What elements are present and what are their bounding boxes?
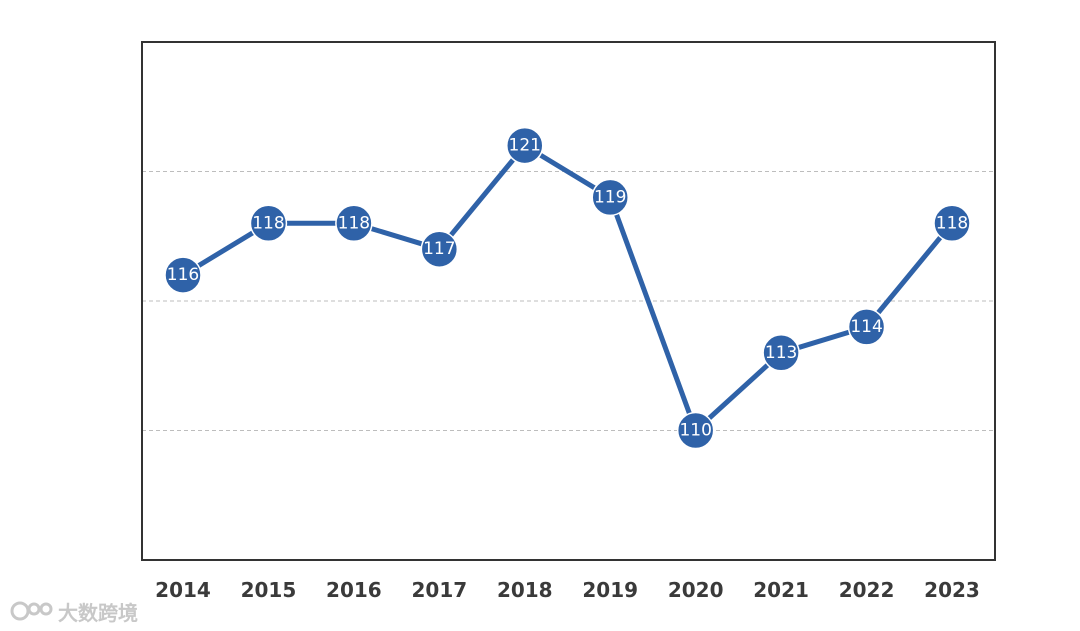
x-tick-label: 2016 xyxy=(326,578,382,602)
watermark-text: 大数跨境 xyxy=(58,600,138,625)
data-point xyxy=(591,178,629,217)
x-tick-label: 2021 xyxy=(753,578,809,602)
plot-frame xyxy=(141,41,996,561)
data-label: 110 xyxy=(679,421,711,441)
data-points: 116 118 118 117 121 119 110 113 114 118 xyxy=(164,126,971,450)
series-line xyxy=(180,143,955,433)
data-label: 117 xyxy=(423,239,455,259)
data-label: 121 xyxy=(509,136,541,156)
data-label: 114 xyxy=(850,317,882,337)
gridlines xyxy=(142,171,995,431)
data-label: 113 xyxy=(765,343,797,363)
data-point xyxy=(933,204,971,243)
data-point xyxy=(164,256,202,294)
x-tick-label: 2017 xyxy=(411,578,467,602)
data-label: 119 xyxy=(594,187,626,207)
data-label: 118 xyxy=(338,213,370,233)
data-point xyxy=(420,230,459,268)
data-point xyxy=(249,204,288,243)
data-label: 116 xyxy=(167,265,199,285)
data-point xyxy=(847,308,886,346)
x-tick-label: 2015 xyxy=(241,578,297,602)
x-tick-label: 2014 xyxy=(155,578,211,602)
x-tick-label: 2019 xyxy=(582,578,638,602)
data-point xyxy=(506,126,544,165)
x-tick-label: 2022 xyxy=(839,578,895,602)
x-tick-label: 2018 xyxy=(497,578,553,602)
data-label: 118 xyxy=(252,213,284,233)
data-point xyxy=(676,411,715,450)
watermark: 大数跨境 xyxy=(10,597,138,625)
x-tick-label: 2020 xyxy=(668,578,724,602)
x-tick-label: 2023 xyxy=(924,578,980,602)
data-point xyxy=(762,334,800,372)
data-point xyxy=(335,204,373,243)
x-axis-ticks: 2014 2015 2016 2017 2018 2019 2020 2021 2022 2023 xyxy=(155,578,980,602)
data-label: 118 xyxy=(936,213,968,233)
watermark-logo-icon xyxy=(10,601,53,621)
